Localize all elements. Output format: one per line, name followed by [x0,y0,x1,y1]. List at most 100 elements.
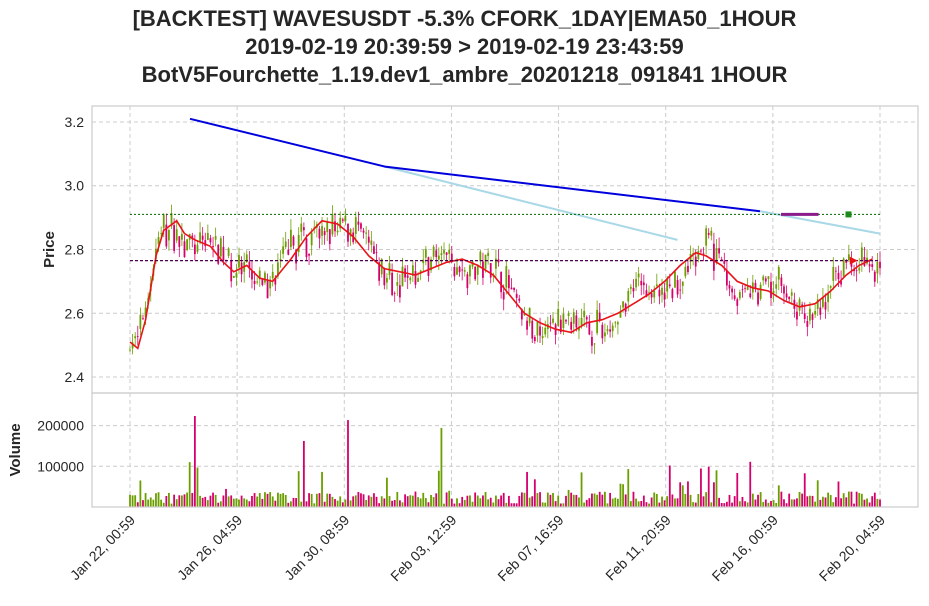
volume-bar [614,497,617,507]
candle-body [489,263,492,278]
volume-bar [331,496,334,507]
volume-bar [842,493,845,507]
candle-body [640,280,643,286]
candle-body [790,292,793,296]
volume-bar [492,502,495,507]
volume-bar [453,503,456,507]
candle-body [365,232,368,234]
volume-bar [679,482,682,507]
volume-bar [733,496,736,507]
candle-body [134,336,137,339]
candle-body [484,254,487,269]
volume-bar [321,471,323,507]
volume-bar [253,493,256,507]
candle-body [580,317,583,326]
volume-bar [611,498,614,507]
volume-bar [741,496,744,507]
candle-body [144,307,147,317]
candle-body [318,228,321,239]
volume-bar [341,502,344,507]
volume-bar [658,502,661,507]
volume-bar [879,499,881,507]
candle-body [679,289,682,291]
volume-bar [759,492,762,507]
volume-bar [518,495,521,507]
volume-bar [526,471,528,507]
volume-bar [173,494,176,507]
entry-marker [845,211,852,218]
candle-body [500,271,503,293]
candle-body [754,282,757,290]
candle-body [702,253,705,255]
volume-bar [269,492,272,507]
volume-bar [370,496,373,507]
volume-bar [546,492,549,507]
volume-bar [853,503,855,507]
candle-body [796,311,798,320]
volume-bar [676,498,679,507]
chart-title-line2: 2019-02-19 20:39:59 > 2019-02-19 23:43:5… [245,34,684,59]
candle-body [557,308,560,326]
volume-bar [417,497,419,507]
x-tick-label: Feb 16, 00:59 [709,512,782,585]
candle-body [183,241,186,258]
volume-bar [788,493,791,507]
volume-bar [349,500,352,507]
volume-bar [352,496,355,507]
candle-body [518,298,521,301]
candle-body [635,278,637,288]
candle-body [173,225,176,251]
volume-bar [302,440,305,507]
candle-body [367,236,370,243]
candle-body [175,229,178,241]
volume-bar [749,461,752,507]
candle-body [193,244,196,255]
volume-bar [326,493,329,507]
candle-body [391,272,394,296]
candle-body [443,250,445,254]
volume-bar [653,492,656,507]
volume-bar [131,495,134,507]
volume-bar [318,493,321,507]
candle-body [482,261,484,278]
candle-body [204,240,207,247]
candle-body [536,321,539,336]
candle-body [129,349,131,351]
volume-bar [863,499,866,507]
volume-bar [495,495,497,507]
volume-bar [513,503,515,507]
volume-bar [323,501,326,507]
candle-body [879,261,881,269]
candle-body [432,246,435,257]
volume-bar [440,427,443,507]
volume-bar [448,490,451,507]
candle-body [357,221,360,225]
volume-bar [476,495,479,507]
volume-bar [245,499,248,507]
candle-body [725,270,728,286]
candle-body [648,292,650,294]
volume-bar [375,496,378,507]
volume-bar [770,500,772,507]
candle-body [809,308,811,321]
volume-bar [227,496,230,507]
candle-body [785,293,788,298]
candle-body [495,258,497,269]
candle-body [456,267,458,275]
volume-bar [396,491,399,507]
candle-body [168,230,170,241]
candle-body [642,282,645,286]
candle-body [201,235,204,240]
candle-body [354,217,357,234]
candle-body [222,246,225,261]
candle-body [798,299,801,311]
candle-body [728,285,731,289]
candle-body [650,293,653,298]
candle-body [232,275,235,278]
x-tick-label: Jan 22, 00:59 [67,512,138,583]
candle-body [497,259,500,263]
candle-body [331,214,334,235]
candle-body [622,301,624,308]
volume-bar [424,498,427,507]
volume-bar [287,502,290,507]
